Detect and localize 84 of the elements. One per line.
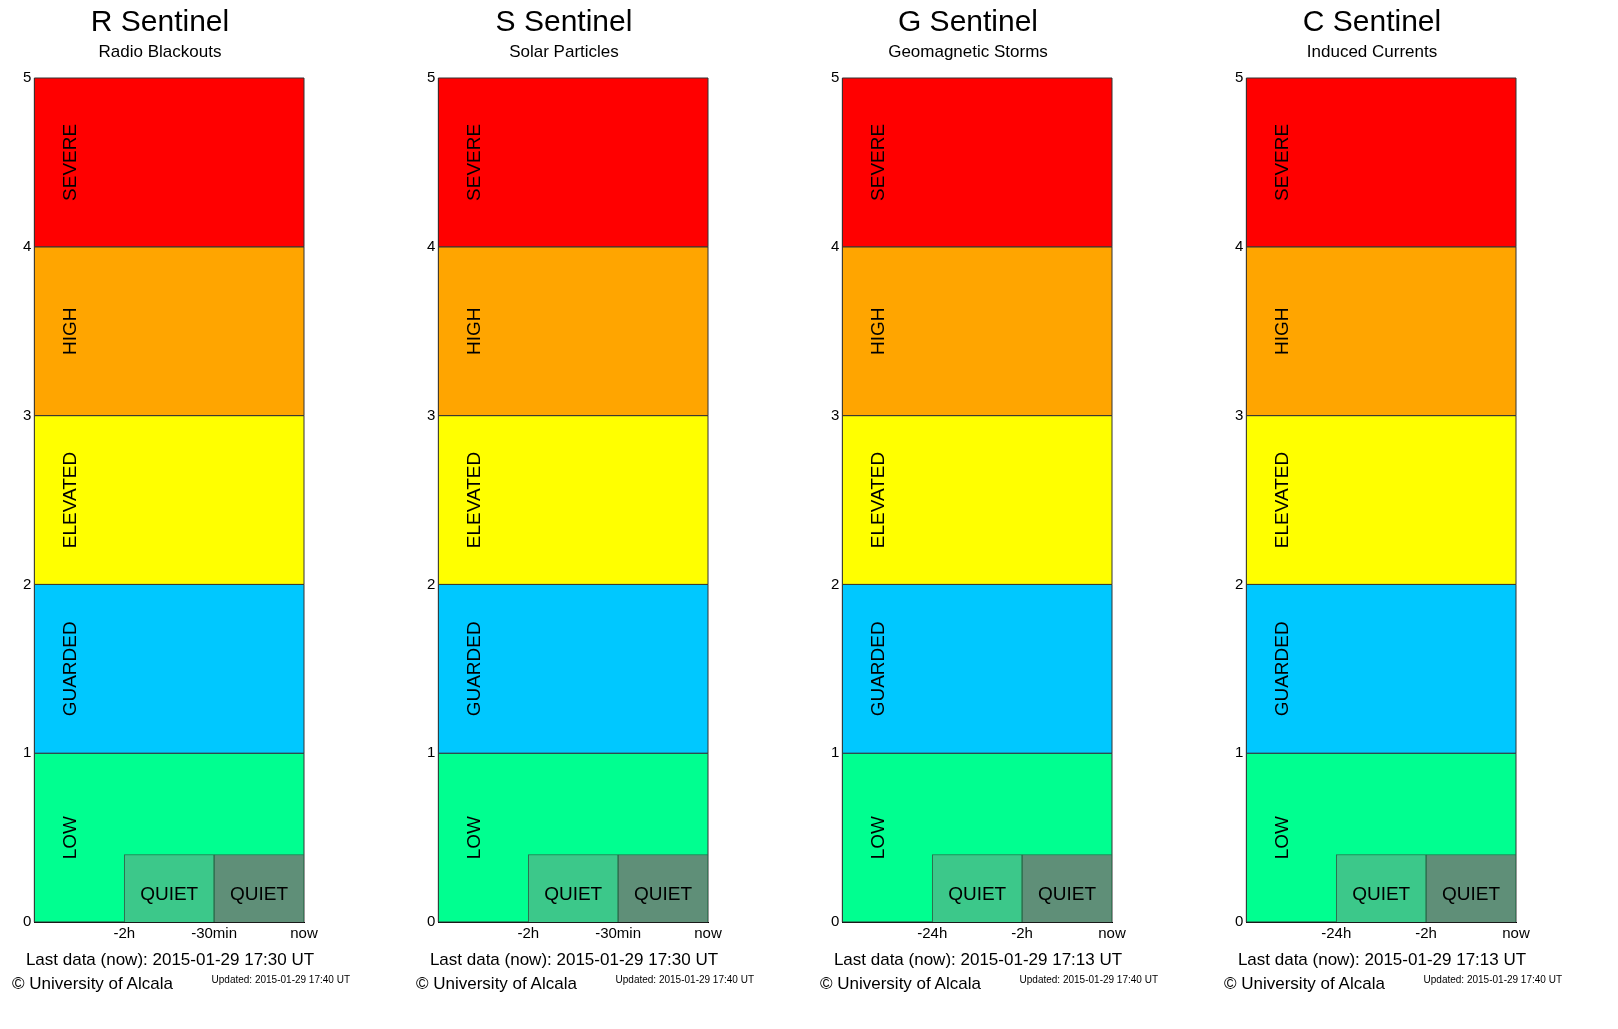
y-tick-label: 0	[1235, 912, 1244, 930]
chart-title: S Sentinel	[494, 4, 634, 38]
y-tick-label: 0	[427, 912, 436, 930]
x-tick-label: -30min	[191, 924, 238, 942]
x-tick-label: -2h	[517, 924, 540, 942]
data-label: QUIET	[140, 883, 199, 905]
data-label: QUIET	[1442, 883, 1501, 905]
data-label: QUIET	[1352, 883, 1411, 905]
band-label: HIGH	[866, 307, 888, 355]
y-tick-label: 3	[831, 405, 840, 423]
y-tick-label: 3	[1235, 405, 1244, 423]
text: Updated: 2015-01-29 17:40 UT	[1019, 974, 1158, 987]
x-tick-label: -24h	[1321, 924, 1352, 942]
band-label: SEVERE	[866, 123, 888, 201]
y-tick-label: 3	[23, 405, 32, 423]
y-tick-label: 1	[427, 743, 436, 761]
x-tick-label: now	[290, 924, 318, 942]
y-tick-label: 5	[1235, 68, 1244, 86]
band-label: SEVERE	[58, 123, 80, 201]
data-label: QUIET	[634, 883, 693, 905]
y-tick-label: 2	[831, 574, 840, 592]
y-tick-label: 3	[427, 405, 436, 423]
y-tick-label: 5	[427, 68, 436, 86]
band-label: LOW	[58, 815, 80, 860]
band-label: LOW	[1270, 815, 1292, 860]
band-label: GUARDED	[58, 621, 80, 717]
x-tick-label: -2h	[1415, 924, 1437, 942]
x-tick-label: now	[694, 924, 722, 942]
text: © University of Alcala	[819, 974, 981, 994]
y-tick-label: 4	[1235, 236, 1244, 254]
y-tick-label: 2	[1235, 574, 1244, 592]
band-label: HIGH	[58, 307, 80, 355]
chart-subtitle: Induced Currents	[1305, 42, 1439, 63]
y-tick-label: 1	[23, 743, 32, 761]
y-tick-label: 0	[831, 912, 840, 930]
band-label: HIGH	[462, 307, 484, 355]
chart-title: R Sentinel	[89, 4, 231, 38]
y-tick-label: 1	[1235, 743, 1244, 761]
band-label: LOW	[462, 815, 484, 860]
y-tick-label: 5	[23, 68, 32, 86]
y-tick-label: 2	[427, 574, 436, 592]
x-tick-label: -30min	[595, 924, 642, 942]
text: © University of Alcala	[1223, 974, 1385, 994]
band-label: GUARDED	[462, 621, 484, 717]
text: Last data (now): 2015-01-29 17:30 UT	[428, 950, 720, 970]
y-tick-label: 4	[23, 236, 32, 254]
y-tick-label: 2	[23, 574, 32, 592]
text: Last data (now): 2015-01-29 17:30 UT	[24, 950, 316, 970]
text: Updated: 2015-01-29 17:40 UT	[615, 974, 754, 987]
text: Last data (now): 2015-01-29 17:13 UT	[1236, 950, 1528, 970]
chart-title: C Sentinel	[1301, 4, 1443, 38]
text: © University of Alcala	[415, 974, 577, 994]
y-tick-label: 1	[831, 743, 840, 761]
band-label: SEVERE	[462, 123, 484, 201]
text: Last data (now): 2015-01-29 17:13 UT	[832, 950, 1124, 970]
band-label: SEVERE	[1270, 123, 1292, 201]
data-label: QUIET	[544, 883, 603, 905]
data-label: QUIET	[948, 883, 1007, 905]
y-tick-label: 5	[831, 68, 840, 86]
x-tick-label: -2h	[113, 924, 136, 942]
band-label: GUARDED	[1270, 621, 1292, 717]
band-label: ELEVATED	[58, 451, 80, 549]
x-tick-label: now	[1502, 924, 1530, 942]
chart-subtitle: Geomagnetic Storms	[887, 42, 1049, 63]
band-label: HIGH	[1270, 307, 1292, 355]
x-tick-label: -24h	[917, 924, 948, 942]
text: Updated: 2015-01-29 17:40 UT	[1423, 974, 1562, 987]
band-label: LOW	[866, 815, 888, 860]
y-tick-label: 4	[427, 236, 436, 254]
text: © University of Alcala	[11, 974, 173, 994]
chart-title: G Sentinel	[896, 4, 1040, 38]
x-tick-label: now	[1098, 924, 1126, 942]
band-label: ELEVATED	[866, 451, 888, 549]
data-label: QUIET	[1038, 883, 1097, 905]
chart-subtitle: Solar Particles	[508, 42, 620, 63]
y-tick-label: 0	[23, 912, 32, 930]
data-label: QUIET	[230, 883, 289, 905]
x-tick-label: -2h	[1011, 924, 1033, 942]
y-tick-label: 4	[831, 236, 840, 254]
text: Updated: 2015-01-29 17:40 UT	[211, 974, 350, 987]
band-label: ELEVATED	[462, 451, 484, 549]
chart-subtitle: Radio Blackouts	[97, 42, 223, 63]
band-label: GUARDED	[866, 621, 888, 717]
band-label: ELEVATED	[1270, 451, 1292, 549]
